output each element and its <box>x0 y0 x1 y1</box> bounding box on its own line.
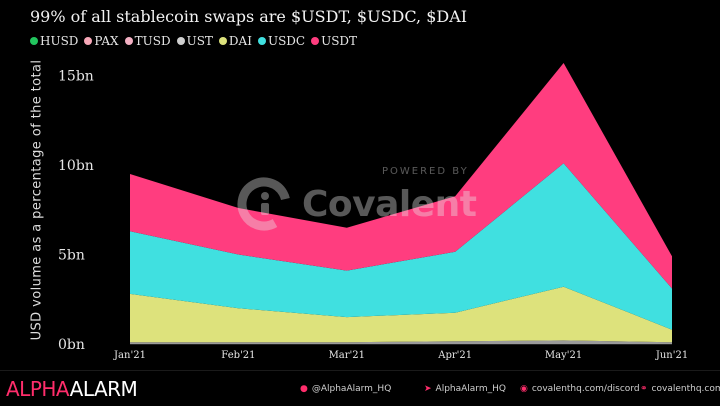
globe-icon: ⚭ <box>640 384 648 394</box>
area-usdt <box>130 63 672 289</box>
legend-item-tusd[interactable]: TUSD <box>124 34 171 48</box>
y-tick-label: 15bn <box>58 69 94 85</box>
alphaalarm-logo: ALPHAALARM <box>6 377 138 401</box>
chart-title: 99% of all stablecoin swaps are $USDT, $… <box>30 7 468 26</box>
legend-label-dai: DAI <box>228 34 252 48</box>
telegram-icon: ➤ <box>424 384 432 394</box>
legend-dot-husd <box>30 37 38 45</box>
legend-dot-usdt <box>311 37 320 45</box>
x-tick-label: Apr'21 <box>437 350 472 361</box>
area-ust <box>130 340 672 344</box>
x-tick-label: Jun'21 <box>655 350 688 361</box>
x-tick-label: Feb'21 <box>221 350 255 361</box>
legend-item-usdt[interactable]: USDT <box>311 34 357 48</box>
discord-icon: ◉ <box>520 384 528 394</box>
legend-label-usdc: USDC <box>267 34 306 48</box>
legend-item-ust[interactable]: UST <box>176 34 213 48</box>
legend-label-usdt: USDT <box>321 34 358 48</box>
legend-dot-ust <box>176 37 185 45</box>
x-tick-label: Jan'21 <box>113 350 146 361</box>
twitter-handle: @AlphaAlarm_HQ <box>311 384 392 394</box>
legend-item-dai[interactable]: DAI <box>218 34 252 48</box>
telegram-link[interactable]: ➤ AlphaAlarm_HQ <box>424 384 506 394</box>
discord-link[interactable]: ◉ covalenthq.com/discord <box>520 384 640 394</box>
y-tick-label: 0bn <box>58 337 85 353</box>
telegram-handle: AlphaAlarm_HQ <box>435 384 506 394</box>
legend-item-husd[interactable]: HUSD <box>30 34 78 48</box>
powered-by-text: POWERED BY <box>382 166 469 177</box>
discord-url: covalenthq.com/discord <box>531 384 640 394</box>
chart-legend: HUSD PAX TUSD UST DAI USDC USDT <box>30 34 357 48</box>
footer-bar: ALPHAALARM ● @AlphaAlarm_HQ ➤ AlphaAlarm… <box>0 370 720 406</box>
y-tick-label: 10bn <box>58 158 94 174</box>
legend-item-usdc[interactable]: USDC <box>257 34 306 48</box>
legend-dot-tusd <box>124 37 133 45</box>
covalent-watermark: POWERED BY Covalent <box>236 166 486 236</box>
legend-label-ust: UST <box>186 34 213 48</box>
legend-dot-usdc <box>257 37 266 45</box>
covalent-name: Covalent <box>302 184 477 225</box>
website-link[interactable]: ⚭ covalenthq.com <box>640 384 720 394</box>
brand-alarm: ALARM <box>69 377 138 401</box>
y-tick-label: 5bn <box>58 248 85 264</box>
legend-label-husd: HUSD <box>40 34 79 48</box>
legend-dot-dai <box>218 37 227 45</box>
twitter-link[interactable]: ● @AlphaAlarm_HQ <box>300 384 391 394</box>
legend-label-pax: PAX <box>94 34 119 48</box>
legend-dot-pax <box>84 37 93 45</box>
x-tick-label: Mar'21 <box>329 350 365 361</box>
legend-item-pax[interactable]: PAX <box>84 34 119 48</box>
twitter-icon: ● <box>300 384 308 394</box>
website-url: covalenthq.com <box>651 384 720 394</box>
area-dai <box>130 286 672 343</box>
legend-label-tusd: TUSD <box>134 34 171 48</box>
area-usdc <box>130 163 672 330</box>
x-tick-label: May'21 <box>545 350 582 361</box>
brand-alpha: ALPHA <box>6 377 70 401</box>
covalent-logo-icon <box>237 177 291 231</box>
stacked-area-chart: 0bn 5bn 10bn 15bn Jan'21 Feb'21 Mar'21 Apr'21 Ma… <box>58 63 688 361</box>
